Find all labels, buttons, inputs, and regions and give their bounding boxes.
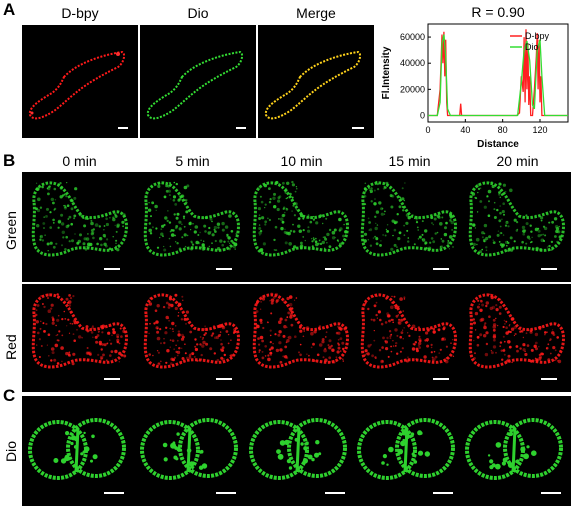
series-line-dio [428,34,568,117]
y-tick-label: 60000 [400,32,425,42]
time-label-4: 20 min [496,153,539,169]
timelapse-green-tile [134,172,246,282]
timelapse-green-tile [351,172,463,282]
x-tick-label: 120 [532,125,547,135]
row-label-red: Red [3,334,19,360]
y-axis-label: Fl.Intensity [381,46,392,99]
timelapse-red-tile [243,284,355,392]
panel-label-a: A [3,0,16,19]
plot-frame [427,23,569,123]
x-tick-label: 80 [498,125,508,135]
row-label-green: Green [3,211,19,250]
dio-tile [22,396,134,506]
dio-tile [134,396,246,506]
dio-tile [351,396,463,506]
image-merge [258,25,374,138]
time-label-0: 0 min [62,153,97,169]
time-label-1: 5 min [175,153,210,169]
panel-label-c: C [3,386,16,405]
label-merge: Merge [296,5,336,21]
y-tick-label: 20000 [400,84,425,94]
y-tick-label: 0 [420,110,425,120]
y-tick-label: 40000 [400,58,425,68]
image-dio [140,25,256,138]
label-dbpy: D-bpy [61,5,99,21]
legend-label: Dio [525,42,539,52]
timelapse-red-tile [351,284,463,392]
dio-tile [459,396,571,506]
timelapse-red-tile [22,284,134,392]
time-label-3: 15 min [388,153,431,169]
x-tick-label: 40 [460,125,470,135]
timelapse-red-tile [134,284,246,392]
timelapse-green-tile [459,172,571,282]
x-axis-label: Distance [477,139,519,150]
timelapse-red-tile [459,284,571,392]
chart-title: R = 0.90 [471,4,525,20]
legend-label: D-bpy [525,31,550,41]
row-label-dio: Dio [3,440,19,462]
dio-tile [243,396,355,506]
intensity-chart: R = 0.90 0 20000 40000 60000 0 40 80 120 Distance… [380,0,573,150]
series-line-d-bpy [428,29,568,117]
timelapse-green-tile [243,172,355,282]
time-label-2: 10 min [280,153,323,169]
timelapse-green-tile [22,172,134,282]
x-tick-label: 0 [425,125,430,135]
label-dio: Dio [187,5,209,21]
image-dbpy [22,25,138,138]
panel-label-b: B [3,151,16,170]
